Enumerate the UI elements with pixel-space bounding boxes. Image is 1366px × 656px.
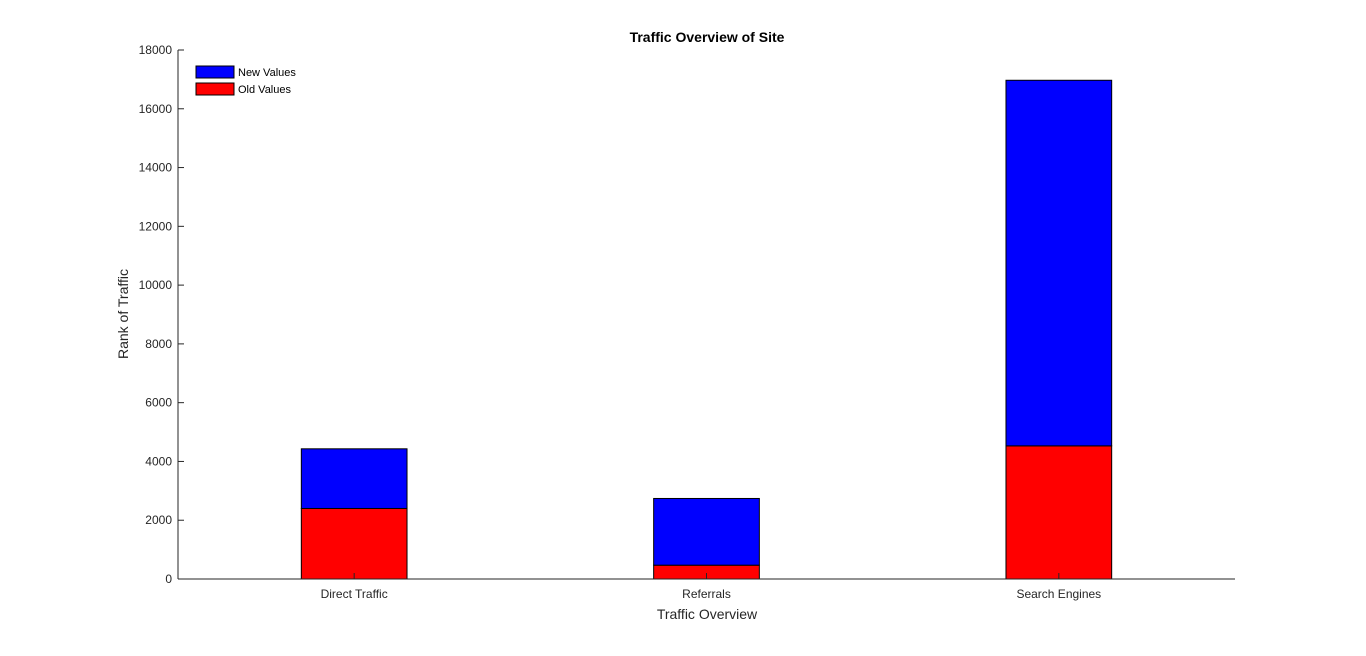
legend-swatch-new	[195, 65, 235, 79]
y-tick-label: 6000	[145, 396, 172, 410]
legend-label-new: New Values	[238, 67, 296, 79]
bars-group	[300, 79, 1113, 580]
x-tick-label: Referrals	[682, 587, 731, 601]
chart-title: Traffic Overview of Site	[630, 29, 785, 45]
bar-new-values-referrals	[653, 497, 760, 566]
y-tick-label: 4000	[145, 454, 172, 468]
bar-old-values-direct-traffic	[300, 507, 408, 580]
y-tick-label: 14000	[139, 161, 173, 175]
y-tick-label: 8000	[145, 337, 172, 351]
x-axis-label: Traffic Overview	[657, 606, 758, 622]
y-axis-label: Rank of Traffic	[115, 269, 131, 359]
y-tick-label: 0	[165, 572, 172, 586]
legend: New Values Old Values	[190, 60, 308, 100]
x-ticks-group: Direct Traffic Referrals Search Engines	[321, 573, 1101, 601]
y-tick-label: 10000	[139, 278, 173, 292]
bar-new-values-search-engines	[1005, 79, 1113, 447]
bar-new-values-direct-traffic	[300, 448, 408, 509]
legend-swatch-old	[195, 82, 235, 96]
y-ticks-group: 0 2000 4000 6000 8000 10000 12000 14000 16000 180…	[139, 43, 184, 586]
x-tick-label: Direct Traffic	[321, 587, 388, 601]
legend-label-old: Old Values	[238, 84, 291, 96]
y-tick-label: 18000	[139, 43, 173, 57]
y-tick-label: 2000	[145, 513, 172, 527]
x-tick-label: Search Engines	[1016, 587, 1101, 601]
y-tick-label: 12000	[139, 219, 173, 233]
y-tick-label: 16000	[139, 102, 173, 116]
bar-old-values-search-engines	[1005, 445, 1113, 580]
